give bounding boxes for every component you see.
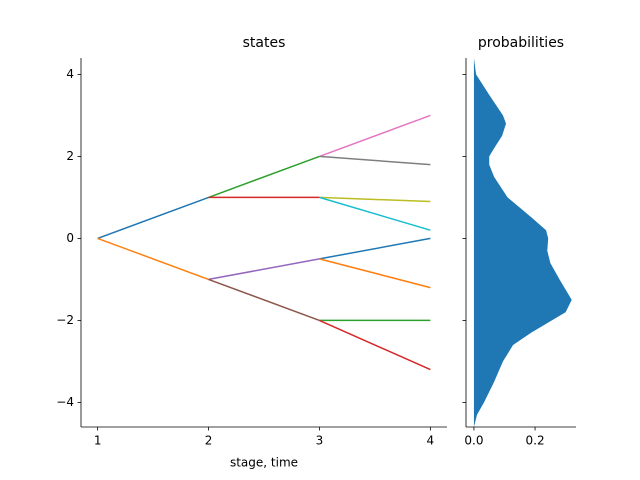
y-tick-label: −4 xyxy=(56,395,74,409)
line xyxy=(319,319,431,371)
line xyxy=(319,114,431,158)
line xyxy=(319,196,431,231)
chart-title: probabilities xyxy=(478,35,564,51)
line xyxy=(319,258,431,289)
line xyxy=(97,237,209,281)
y-tick-label: 4 xyxy=(66,67,74,81)
line xyxy=(319,155,431,166)
x-tick-label: 2 xyxy=(205,434,213,448)
y-tick-label: 0 xyxy=(66,231,74,245)
line xyxy=(208,278,320,322)
x-tick-label: 4 xyxy=(427,434,435,448)
y-tick-label: −2 xyxy=(56,313,74,327)
x-tick-label: 1 xyxy=(94,434,102,448)
x-tick-label: 0.2 xyxy=(526,434,545,448)
area xyxy=(473,58,572,427)
line xyxy=(97,196,209,240)
chart-title: states xyxy=(243,35,286,51)
x-tick-label: 0.0 xyxy=(464,434,483,448)
line xyxy=(319,237,431,260)
line xyxy=(208,155,320,199)
y-tick-label: 2 xyxy=(66,149,74,163)
line xyxy=(319,196,431,203)
line xyxy=(208,258,320,281)
x-axis-label: stage, time xyxy=(230,456,298,470)
x-tick-label: 3 xyxy=(316,434,324,448)
